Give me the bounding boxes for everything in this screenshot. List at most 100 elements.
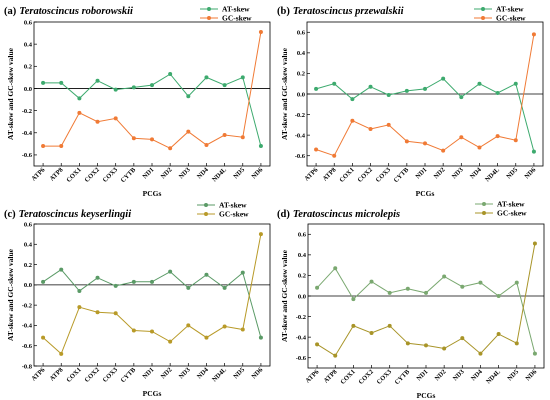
data-point bbox=[333, 353, 338, 358]
data-point bbox=[222, 324, 227, 329]
x-tick-label: ND4 bbox=[196, 366, 210, 380]
y-tick-label: 0.0 bbox=[24, 282, 32, 289]
data-point bbox=[532, 351, 537, 356]
data-point bbox=[332, 81, 337, 86]
series-line-gc-skew bbox=[42, 234, 262, 355]
data-point bbox=[41, 80, 46, 85]
x-tick-label: COX2 bbox=[83, 166, 100, 183]
data-point bbox=[405, 341, 410, 346]
panel-d: (d) Teratoscincus microlepis -0.6 -0.4 -0.2 0… bbox=[277, 200, 545, 400]
data-point bbox=[315, 342, 320, 347]
panel-title: (c) Teratoscincus keyserlingii bbox=[4, 209, 131, 220]
data-point bbox=[460, 284, 465, 289]
x-tick-label: COX3 bbox=[102, 366, 120, 384]
data-point bbox=[369, 279, 374, 284]
series-line-gc-skew bbox=[316, 243, 536, 357]
x-tick-label: ND3 bbox=[178, 366, 192, 380]
series-line-gc-skew bbox=[43, 31, 262, 149]
data-point bbox=[222, 83, 227, 88]
data-point bbox=[204, 142, 209, 147]
y-tick-label: 0.4 bbox=[298, 252, 307, 259]
data-point bbox=[496, 294, 501, 298]
data-point bbox=[459, 95, 464, 100]
y-tick-label: 0.6 bbox=[298, 232, 307, 239]
y-tick-label: -0.2 bbox=[295, 112, 305, 119]
data-point bbox=[477, 81, 482, 86]
data-point bbox=[423, 141, 427, 146]
data-point bbox=[514, 280, 519, 285]
data-point bbox=[59, 80, 64, 85]
x-tick-label: ND2 bbox=[434, 368, 448, 382]
data-point bbox=[150, 279, 154, 284]
x-tick-label: COX1 bbox=[338, 166, 355, 183]
data-point bbox=[368, 84, 373, 89]
y-tick-label: 0.6 bbox=[24, 221, 33, 228]
data-point bbox=[477, 145, 482, 150]
data-point bbox=[333, 266, 338, 271]
data-point bbox=[186, 94, 191, 99]
data-point bbox=[95, 78, 100, 83]
legend-marker bbox=[204, 203, 208, 207]
data-point bbox=[314, 86, 319, 91]
data-point bbox=[240, 327, 245, 332]
data-point bbox=[131, 85, 136, 90]
data-point bbox=[186, 285, 191, 290]
x-tick-label: COX2 bbox=[83, 366, 100, 383]
x-tick-label: ND4 bbox=[196, 166, 210, 180]
y-tick-label: 0.2 bbox=[24, 64, 32, 71]
data-point bbox=[514, 341, 519, 346]
y-tick-label: -0.6 bbox=[295, 153, 306, 160]
data-point bbox=[350, 118, 355, 123]
legend-label: GC-skew bbox=[219, 210, 249, 219]
y-tick-label: 0.4 bbox=[24, 41, 33, 48]
x-tick-label: ND2 bbox=[160, 366, 174, 380]
legend-label: AT-skew bbox=[496, 5, 524, 14]
legend-label: AT-skew bbox=[222, 5, 250, 14]
x-tick-label: ND6 bbox=[524, 368, 538, 382]
x-tick-label: CYTB bbox=[120, 166, 138, 184]
species-name: Teratoscincus przewalskii bbox=[293, 6, 404, 17]
y-tick-label: -0.6 bbox=[22, 343, 33, 350]
y-tick-label: -0.2 bbox=[22, 302, 32, 309]
data-point bbox=[495, 90, 500, 95]
data-point bbox=[150, 83, 154, 88]
data-point bbox=[441, 76, 446, 81]
x-tick-label: ND5 bbox=[505, 166, 519, 180]
data-point bbox=[77, 305, 82, 310]
x-tick-label: ND5 bbox=[232, 366, 246, 380]
y-tick-label: 0.2 bbox=[298, 273, 306, 280]
x-tick-label: COX3 bbox=[376, 368, 394, 386]
x-tick-label: ND6 bbox=[250, 166, 264, 180]
x-tick-label: ND4 bbox=[470, 368, 484, 382]
legend-marker bbox=[481, 7, 485, 11]
y-tick-label: 0.4 bbox=[297, 50, 306, 57]
data-point bbox=[168, 72, 173, 77]
data-point bbox=[441, 148, 446, 153]
data-point bbox=[386, 122, 391, 127]
data-point bbox=[240, 135, 245, 140]
data-point bbox=[186, 129, 191, 134]
legend-marker bbox=[481, 16, 485, 20]
data-point bbox=[369, 331, 374, 336]
data-point bbox=[478, 280, 483, 285]
x-tick-label: ND1 bbox=[416, 368, 430, 382]
data-point bbox=[113, 87, 118, 92]
legend-marker bbox=[204, 212, 208, 216]
x-tick-label: ATP6 bbox=[304, 368, 321, 385]
y-axis-label: AT-skew and GC-skew value bbox=[280, 249, 289, 342]
data-point bbox=[387, 323, 392, 328]
x-axis-label: PCGs bbox=[416, 189, 435, 198]
data-point bbox=[531, 32, 536, 37]
data-point bbox=[332, 153, 337, 158]
x-tick-label: ND6 bbox=[523, 166, 537, 180]
data-point bbox=[404, 139, 409, 144]
data-point bbox=[150, 137, 154, 142]
panel-title: (d) Teratoscincus microlepis bbox=[277, 209, 400, 220]
legend-label: AT-skew bbox=[497, 200, 525, 209]
x-tick-label: ND5 bbox=[506, 368, 520, 382]
x-tick-label: ND3 bbox=[451, 166, 465, 180]
x-tick-label: ATP8 bbox=[323, 368, 340, 385]
y-tick-label: 0.6 bbox=[24, 19, 33, 26]
x-tick-label: CYTB bbox=[394, 368, 412, 386]
